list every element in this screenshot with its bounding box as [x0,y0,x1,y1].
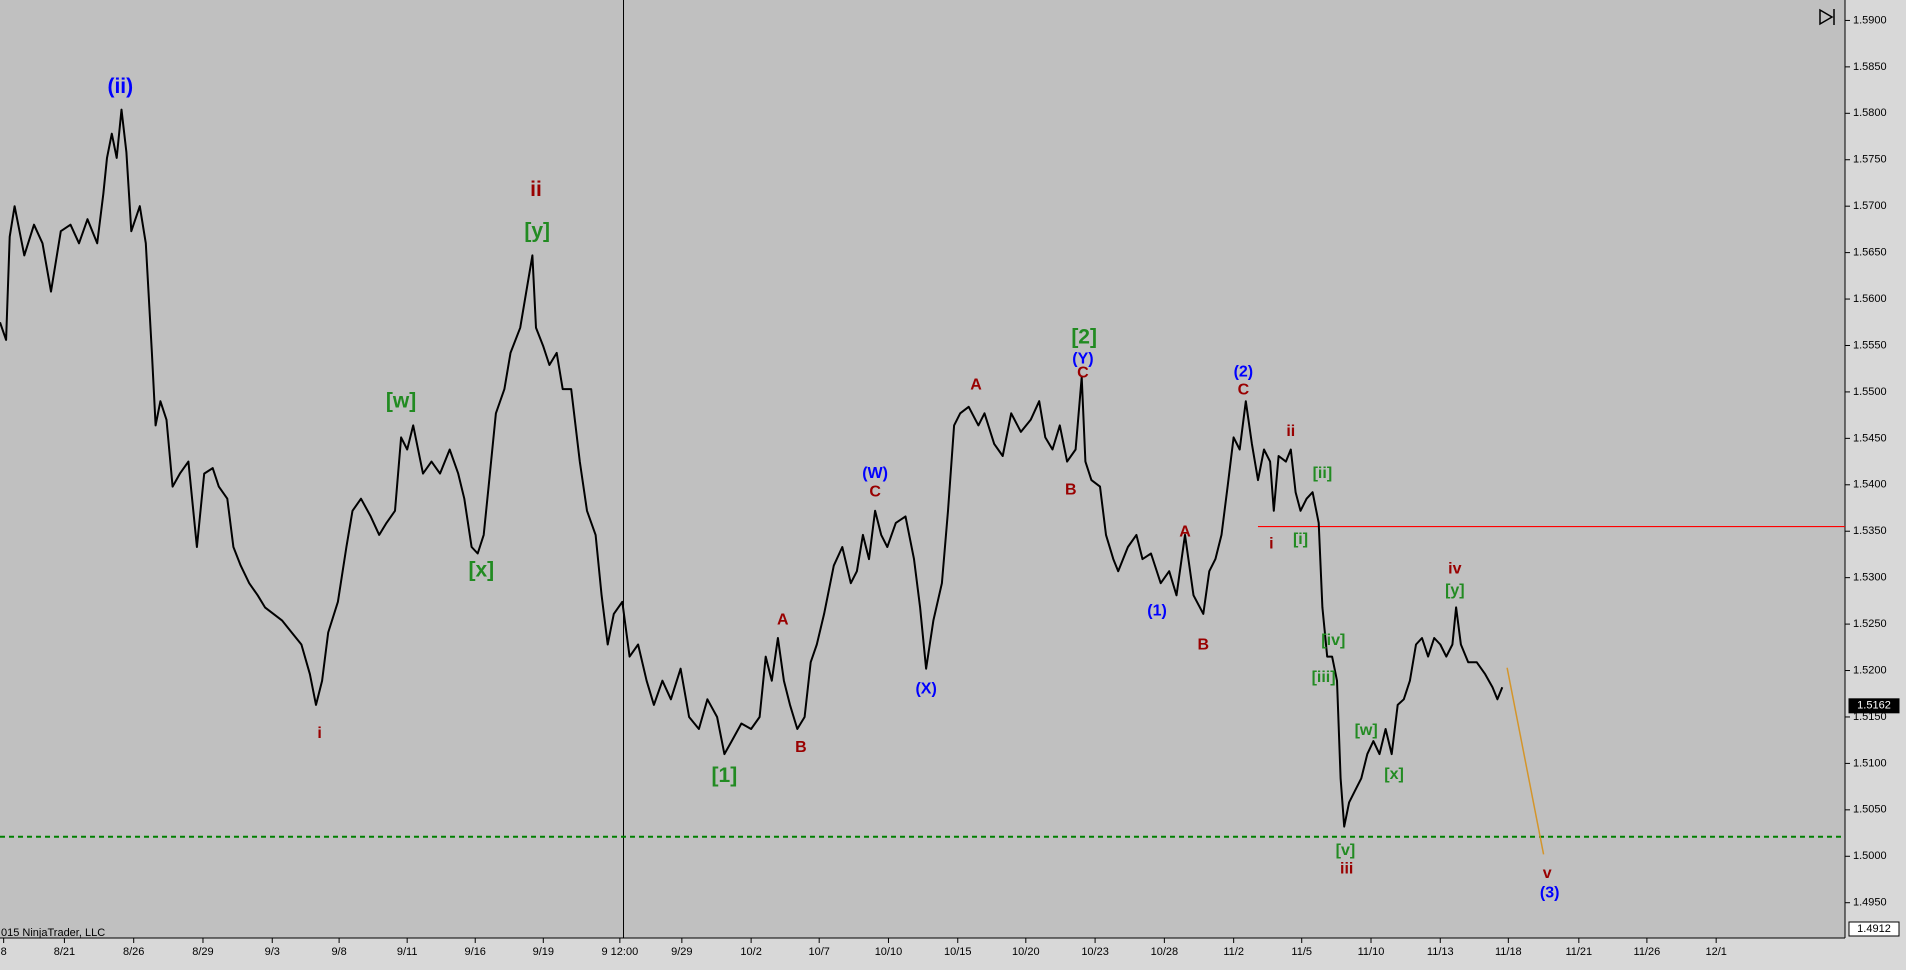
wave-label: A [1179,523,1191,540]
wave-label: ii [1286,423,1295,440]
y-tick-label: 1.4950 [1853,897,1887,909]
y-tick-label: 1.5800 [1853,107,1887,119]
x-tick-label: 11/10 [1358,946,1385,958]
projection-line [1506,667,1545,855]
wave-label: [x] [1384,766,1404,783]
button-icon [1819,8,1835,26]
wave-label: C [869,483,881,500]
y-tick-label: 1.5600 [1853,293,1887,305]
price-axis-panel [1845,0,1906,970]
x-tick-label: 11/26 [1634,946,1661,958]
y-tick-label: 1.5200 [1853,664,1887,676]
x-tick-label: 9/29 [671,946,692,958]
wave-label: ii [530,178,542,201]
y-tick-label: 1.5300 [1853,572,1887,584]
wave-label: [y] [524,220,550,243]
y-tick-label: 1.5750 [1853,154,1887,166]
wave-label: [w] [386,390,416,413]
price-marker [1848,921,1900,937]
x-tick-label: 9/3 [265,946,280,958]
x-tick-label: 8/21 [54,946,75,958]
wave-label: [2] [1071,326,1097,349]
x-tick-label: 11/5 [1291,946,1312,958]
wave-label: (W) [862,465,888,482]
y-tick-label: 1.5400 [1853,479,1887,491]
wave-label: [1] [712,764,738,787]
wave-label: v [1543,865,1552,882]
scroll-end-button[interactable] [1817,6,1839,28]
wave-label: B [795,739,807,756]
y-tick-label: 1.5450 [1853,432,1887,444]
wave-label: [i] [1293,531,1308,548]
wave-label: (1) [1147,602,1167,619]
wave-label: [iii] [1312,669,1336,686]
wave-label: (Y) [1072,351,1093,368]
wave-label: [y] [1445,582,1465,599]
y-tick-label: 1.5000 [1853,850,1887,862]
x-tick-label: 10/28 [1151,946,1179,958]
y-tick-label: 1.5350 [1853,525,1887,537]
price-marker-label: 1.5162 [1857,700,1891,712]
plot-area [0,0,1845,938]
x-tick-label: 10/10 [875,946,903,958]
wave-label: (ii) [107,75,133,98]
x-tick-label: 10/23 [1081,946,1109,958]
price-line [0,108,1504,828]
y-tick-label: 1.5900 [1853,14,1887,26]
price-marker [1848,698,1900,714]
wave-label: B [1197,637,1209,654]
wave-label: iii [1340,860,1353,877]
wave-label: i [1269,535,1273,552]
wave-label: A [970,377,982,394]
y-tick-label: 1.5150 [1853,711,1887,723]
wave-label: B [1065,482,1077,499]
y-tick-label: 1.5050 [1853,804,1887,816]
x-tick-label: 11/13 [1427,946,1454,958]
x-tick-label: 8/29 [192,946,213,958]
x-tick-label: 12/1 [1705,946,1726,958]
wave-label: C [1238,381,1250,398]
y-tick-label: 1.5700 [1853,200,1887,212]
wave-label: A [777,612,789,629]
wave-label: (3) [1540,885,1560,902]
x-tick-label: 9/8 [331,946,346,958]
x-tick-label: 11/18 [1495,946,1522,958]
x-tick-label: 9 12:00 [602,946,639,958]
wave-label: C [1077,365,1089,382]
x-tick-label: 10/7 [808,946,829,958]
time-axis-panel [0,938,1845,970]
y-tick-label: 1.5650 [1853,247,1887,259]
y-tick-label: 1.5100 [1853,757,1887,769]
x-tick-label: 9/19 [533,946,554,958]
y-tick-label: 1.5550 [1853,339,1887,351]
wave-label: iv [1448,561,1461,578]
wave-label: i [317,725,321,742]
y-tick-label: 1.5500 [1853,386,1887,398]
x-tick-label: 8/26 [123,946,144,958]
x-tick-label: 10/20 [1012,946,1040,958]
price-marker-label: 1.4912 [1857,923,1891,935]
y-tick-label: 1.5250 [1853,618,1887,630]
x-tick-label: 9/11 [397,946,418,958]
x-tick-label: 10/2 [740,946,761,958]
wave-label: [ii] [1313,465,1333,482]
y-tick-label: 1.5850 [1853,61,1887,73]
wave-label: (2) [1234,364,1254,381]
wave-label: [x] [468,559,494,582]
x-tick-label: 9/16 [465,946,486,958]
wave-label: [v] [1336,842,1356,859]
x-tick-label: 11/21 [1565,946,1592,958]
x-tick-label: 10/15 [944,946,972,958]
x-tick-label: 8 [1,946,7,958]
wave-label: [iv] [1321,632,1345,649]
wave-label: [w] [1355,722,1378,739]
copyright: 015 NinjaTrader, LLC [1,927,105,939]
wave-label: (X) [915,680,936,697]
x-tick-label: 11/2 [1223,946,1244,958]
